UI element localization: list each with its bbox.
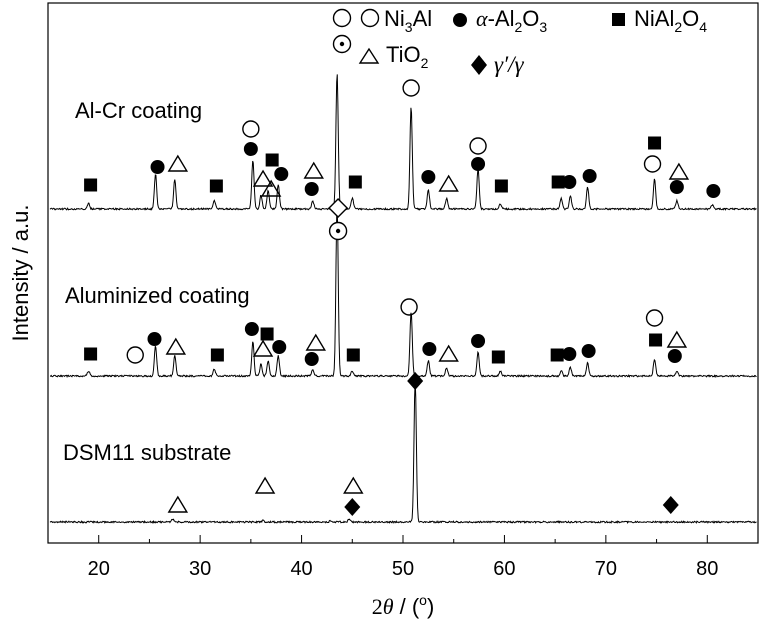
x-tick-label: 60 bbox=[493, 558, 515, 580]
x-axis-label: 2θ / (o) bbox=[372, 592, 435, 619]
marker-nial2o4 bbox=[550, 348, 564, 362]
marker-nial2o4 bbox=[491, 350, 505, 364]
marker-nial2o4 bbox=[265, 153, 279, 167]
marker-alpha-al2o3 bbox=[244, 322, 259, 336]
marker-tio2 bbox=[343, 476, 364, 494]
phase-markers bbox=[84, 79, 721, 516]
x-axis-ticks: 20 30 40 50 60 70 80 bbox=[47, 535, 759, 580]
marker-alpha-al2o3 bbox=[562, 175, 577, 189]
marker-tio2 bbox=[668, 162, 690, 180]
marker-tio2 bbox=[305, 333, 327, 351]
marker-tio2 bbox=[252, 169, 274, 187]
marker-alpha-al2o3 bbox=[304, 182, 319, 196]
marker-tio2 bbox=[303, 161, 324, 179]
marker-gamma bbox=[344, 498, 361, 516]
marker-tio2 bbox=[167, 154, 189, 172]
marker-nial2o4 bbox=[551, 175, 565, 189]
marker-ni3al bbox=[402, 79, 420, 97]
marker-ni3al bbox=[242, 120, 260, 138]
marker-tio2 bbox=[260, 179, 282, 197]
xrd-trace-3 bbox=[49, 380, 757, 524]
marker-nial2o4 bbox=[649, 333, 663, 347]
x-tick-label: 80 bbox=[696, 558, 718, 580]
marker-alpha-al2o3 bbox=[304, 352, 319, 366]
xrd-trace-2 bbox=[49, 208, 757, 379]
marker-tio2 bbox=[165, 337, 187, 355]
marker-tio2 bbox=[666, 330, 688, 348]
series-label-al-cr: Al-Cr coating bbox=[75, 98, 202, 123]
legend-open-triangle-icon bbox=[358, 47, 380, 64]
marker-ni3al bbox=[126, 346, 144, 364]
marker-gamma bbox=[662, 496, 679, 514]
marker-tio2 bbox=[167, 495, 189, 513]
marker-dotted-circle-dot bbox=[335, 228, 341, 234]
xrd-trace-1 bbox=[49, 74, 757, 211]
legend-filled-square-icon bbox=[612, 13, 625, 26]
x-tick-label: 20 bbox=[88, 558, 110, 580]
marker-alpha-al2o3 bbox=[581, 344, 596, 358]
series-label-substrate: DSM11 substrate bbox=[63, 440, 231, 465]
legend-label-nial2o4: NiAl2O4 bbox=[634, 6, 707, 35]
marker-nial2o4 bbox=[209, 179, 223, 193]
marker-nial2o4 bbox=[84, 178, 98, 192]
marker-tio2 bbox=[438, 174, 459, 192]
legend-label-gamma: γ′/γ bbox=[494, 52, 524, 77]
legend-dotted-circle-icon bbox=[332, 34, 352, 54]
marker-alpha-al2o3 bbox=[667, 349, 682, 363]
marker-alpha-al2o3 bbox=[562, 347, 577, 361]
x-tick-label: 50 bbox=[392, 558, 414, 580]
y-axis-label: Intensity / a.u. bbox=[8, 205, 33, 342]
legend-filled-diamond-icon bbox=[471, 55, 487, 75]
legend-label-ni3al: Ni3Al bbox=[384, 6, 432, 35]
marker-alpha-al2o3 bbox=[150, 160, 165, 174]
marker-nial2o4 bbox=[348, 175, 362, 189]
marker-alpha-al2o3 bbox=[243, 142, 258, 156]
legend-dotted-circle-icon bbox=[332, 8, 352, 28]
marker-alpha-al2o3 bbox=[669, 180, 684, 194]
marker-ni3al bbox=[643, 155, 662, 173]
marker-alpha-al2o3 bbox=[147, 332, 162, 346]
marker-nial2o4 bbox=[210, 348, 224, 362]
series-label-aluminized: Aluminized coating bbox=[65, 283, 250, 308]
marker-alpha-al2o3 bbox=[274, 167, 289, 181]
marker-alpha-al2o3 bbox=[422, 342, 437, 356]
x-tick-label: 70 bbox=[595, 558, 617, 580]
marker-alpha-al2o3 bbox=[272, 340, 287, 354]
marker-nial2o4 bbox=[84, 347, 98, 361]
marker-nial2o4 bbox=[494, 179, 508, 193]
marker-alpha-al2o3 bbox=[471, 157, 486, 171]
xrd-traces bbox=[49, 74, 757, 524]
marker-nial2o4 bbox=[260, 327, 274, 341]
legend-open-circle-icon bbox=[360, 8, 380, 28]
marker-alpha-al2o3 bbox=[471, 334, 486, 348]
x-tick-label: 40 bbox=[290, 558, 312, 580]
legend-label-alpha-al2o3: α-Al2O3 bbox=[476, 6, 547, 35]
legend-filled-circle-icon bbox=[453, 13, 467, 27]
marker-open-diamond bbox=[328, 198, 349, 218]
marker-gamma bbox=[407, 372, 424, 390]
marker-tio2 bbox=[254, 476, 276, 494]
marker-tio2 bbox=[252, 339, 274, 357]
marker-alpha-al2o3 bbox=[421, 170, 436, 184]
marker-ni3al bbox=[400, 298, 418, 316]
legend-dotted-circle-dot-icon bbox=[339, 41, 345, 47]
legend-label-tio2: TiO2 bbox=[386, 42, 429, 71]
marker-alpha-al2o3 bbox=[706, 184, 721, 198]
marker-nial2o4 bbox=[346, 348, 360, 362]
marker-tio2 bbox=[438, 344, 459, 362]
x-tick-label: 30 bbox=[189, 558, 211, 580]
marker-nial2o4 bbox=[648, 136, 662, 150]
legend: Ni3Al α-Al2O3 NiAl2O4 TiO2 γ′/γ bbox=[332, 6, 707, 77]
marker-alpha-al2o3 bbox=[582, 169, 597, 183]
marker-ni3al bbox=[645, 309, 664, 327]
marker-ni3al bbox=[469, 137, 487, 155]
